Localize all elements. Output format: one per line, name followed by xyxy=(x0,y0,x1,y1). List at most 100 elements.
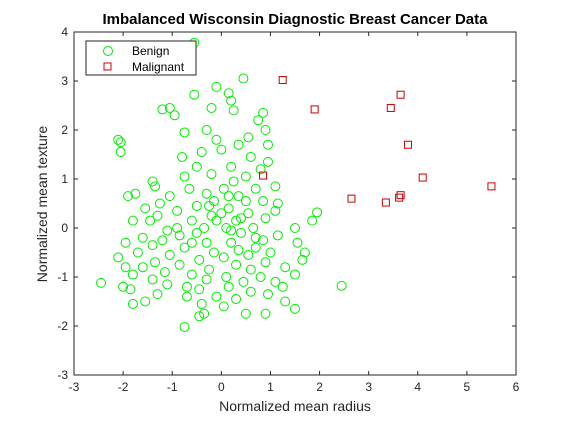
legend-malignant-label: Malignant xyxy=(132,60,185,74)
benign-point xyxy=(181,281,192,292)
benign-point xyxy=(216,208,227,219)
benign-point xyxy=(179,321,190,332)
y-tick-label: 2 xyxy=(61,123,68,137)
benign-point xyxy=(292,237,303,248)
benign-point xyxy=(172,223,183,233)
benign-point xyxy=(248,223,259,233)
malignant-point xyxy=(418,173,427,182)
benign-point xyxy=(280,296,291,307)
benign-point xyxy=(270,181,281,192)
x-tick-label: -2 xyxy=(118,380,129,394)
benign-point xyxy=(221,272,232,282)
legend-malignant-marker xyxy=(103,62,112,71)
benign-point xyxy=(196,298,207,309)
benign-point xyxy=(96,277,107,288)
benign-point xyxy=(208,247,219,258)
benign-point xyxy=(184,183,195,194)
benign-point xyxy=(299,247,310,258)
benign-point xyxy=(154,198,165,209)
y-tick-label: -2 xyxy=(57,319,68,333)
benign-point xyxy=(157,235,168,246)
benign-point xyxy=(113,252,124,263)
benign-point xyxy=(204,264,215,275)
benign-point xyxy=(245,151,256,162)
x-tick-label: 2 xyxy=(316,380,323,394)
benign-point xyxy=(240,171,251,182)
benign-point xyxy=(147,274,158,285)
malignant-point xyxy=(347,194,356,203)
benign-point xyxy=(262,139,273,150)
benign-point xyxy=(201,125,212,135)
benign-point xyxy=(118,281,129,292)
benign-point xyxy=(243,132,254,143)
benign-point xyxy=(272,198,283,209)
benign-point xyxy=(238,276,249,287)
benign-point xyxy=(150,181,161,192)
benign-point xyxy=(113,134,124,145)
legend-benign-marker xyxy=(103,46,113,56)
benign-point xyxy=(255,272,266,282)
benign-point xyxy=(157,104,168,115)
benign-point xyxy=(250,232,261,243)
benign-point xyxy=(179,127,190,138)
benign-point xyxy=(226,225,237,236)
benign-point xyxy=(260,308,271,319)
benign-point xyxy=(223,281,234,292)
benign-point xyxy=(164,102,175,113)
benign-point xyxy=(137,232,148,243)
benign-point xyxy=(164,249,175,260)
benign-point xyxy=(174,259,185,270)
malignant-point xyxy=(278,76,287,85)
benign-point xyxy=(194,254,205,265)
x-axis-label: Normalized mean radius xyxy=(219,398,371,414)
benign-point xyxy=(218,252,229,263)
benign-point xyxy=(179,171,190,182)
benign-point xyxy=(201,274,212,285)
benign-point xyxy=(162,225,173,236)
benign-point xyxy=(260,213,271,224)
benign-point xyxy=(172,205,183,216)
y-tick-label: 1 xyxy=(61,172,68,186)
benign-point xyxy=(233,139,244,150)
benign-point xyxy=(262,289,273,300)
benign-point xyxy=(189,89,200,100)
benign-point xyxy=(137,262,148,273)
benign-point xyxy=(336,280,347,291)
benign-point xyxy=(140,296,151,307)
benign-point xyxy=(194,284,205,295)
benign-point xyxy=(120,262,131,273)
data-points xyxy=(96,37,496,332)
benign-point xyxy=(211,134,222,145)
benign-point xyxy=(223,88,234,99)
benign-point xyxy=(191,200,202,211)
y-tick-label: -3 xyxy=(57,368,68,382)
benign-point xyxy=(177,151,188,162)
benign-point xyxy=(186,237,197,248)
malignant-point xyxy=(396,191,405,200)
benign-point xyxy=(120,237,131,248)
benign-point xyxy=(206,169,217,180)
x-tick-label: -1 xyxy=(167,380,178,394)
benign-point xyxy=(307,215,318,226)
benign-point xyxy=(145,215,156,226)
axis-ticks: -3 -2 -1 0 1 2 3 4 5 6 -3 -2 -1 0 1 2 3 4 xyxy=(57,25,519,394)
benign-point xyxy=(228,105,239,116)
benign-point xyxy=(199,308,210,319)
benign-point xyxy=(125,284,136,295)
benign-point xyxy=(231,259,242,270)
benign-point xyxy=(115,147,126,158)
x-tick-label: 6 xyxy=(513,380,520,394)
benign-point xyxy=(123,191,134,202)
benign-point xyxy=(250,242,261,253)
benign-point xyxy=(245,286,256,297)
benign-point xyxy=(159,267,170,278)
benign-point xyxy=(191,161,202,172)
x-tick-label: 0 xyxy=(218,380,225,394)
benign-point xyxy=(221,223,232,233)
benign-point xyxy=(238,73,249,84)
benign-point xyxy=(265,247,276,258)
benign-point xyxy=(174,230,185,241)
benign-point xyxy=(152,289,163,300)
